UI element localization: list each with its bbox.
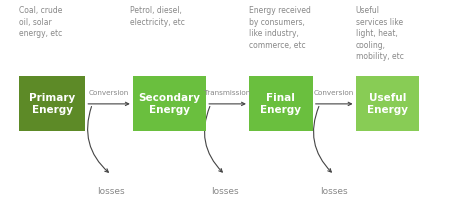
Text: Useful
Energy: Useful Energy — [367, 93, 408, 115]
Text: Secondary
Energy: Secondary Energy — [138, 93, 201, 115]
Text: Coal, crude
oil, solar
energy, etc: Coal, crude oil, solar energy, etc — [19, 6, 63, 38]
Text: Primary
Energy: Primary Energy — [29, 93, 75, 115]
Text: losses: losses — [320, 187, 348, 195]
FancyBboxPatch shape — [133, 76, 206, 131]
Text: losses: losses — [211, 187, 239, 195]
FancyBboxPatch shape — [356, 76, 419, 131]
Text: Conversion: Conversion — [89, 91, 129, 96]
Text: Transmission: Transmission — [204, 91, 251, 96]
Text: Conversion: Conversion — [314, 91, 354, 96]
Text: Energy received
by consumers,
like industry,
commerce, etc: Energy received by consumers, like indus… — [249, 6, 311, 50]
Text: Final
Energy: Final Energy — [260, 93, 301, 115]
FancyBboxPatch shape — [19, 76, 85, 131]
Text: Petrol, diesel,
electricity, etc: Petrol, diesel, electricity, etc — [130, 6, 185, 27]
FancyBboxPatch shape — [249, 76, 313, 131]
Text: Useful
services like
light, heat,
cooling,
mobility, etc: Useful services like light, heat, coolin… — [356, 6, 403, 61]
Text: losses: losses — [98, 187, 125, 195]
